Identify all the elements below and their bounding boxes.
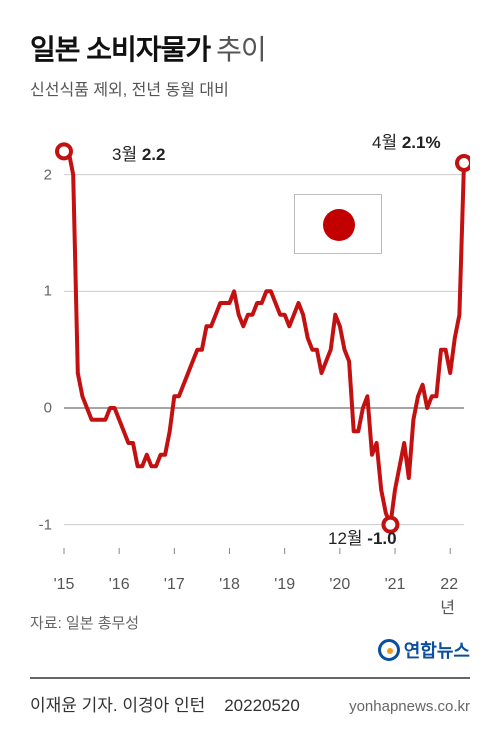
x-tick: '21 [385,576,406,594]
credit: 이재윤 기자. 이경아 인턴 [30,696,205,715]
chart-svg [30,118,470,598]
x-tick: 22년 [440,576,460,618]
annotation-low: 12월 -1.0 [328,524,397,549]
y-tick: -1 [26,516,52,533]
chart-subtitle: 신선식품 제외, 전년 동월 대비 [30,76,470,100]
y-tick: 0 [26,400,52,417]
y-tick: 2 [26,166,52,183]
chart-title: 일본 소비자물가 추이 [30,28,470,68]
logo-text: 연합뉴스 [404,637,470,663]
x-tick: '18 [219,576,240,594]
site-url: yonhapnews.co.kr [349,698,470,715]
y-tick: 1 [26,283,52,300]
annotation-start: 3월 2.2 [112,140,165,165]
x-tick: '16 [109,576,130,594]
date: 20220520 [224,696,300,715]
x-tick: '15 [54,576,75,594]
yonhap-logo: 연합뉴스 [378,637,470,663]
annotation-end: 4월 2.1% [372,128,441,153]
x-tick: '17 [164,576,185,594]
x-tick: '20 [329,576,350,594]
title-bold: 일본 소비자물가 [30,28,210,68]
line-chart: -1012'15'16'17'18'19'20'2122년3월 2.24월 2.… [30,118,470,598]
japan-flag-icon [294,194,382,254]
logo-mark-icon [378,639,400,661]
source-label: 자료: 일본 총무성 [30,612,470,633]
x-tick: '19 [274,576,295,594]
footer: 이재윤 기자. 이경아 인턴 20220520 yonhapnews.co.kr [30,677,470,716]
title-light: 추이 [216,28,266,68]
